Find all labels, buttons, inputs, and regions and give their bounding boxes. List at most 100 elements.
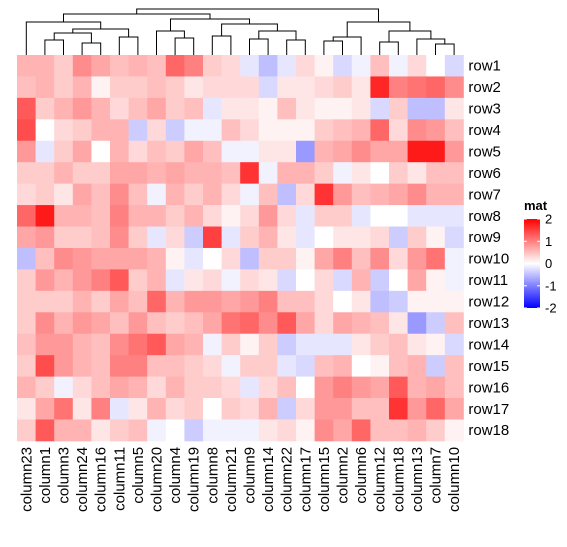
heatmap-cell	[277, 333, 297, 356]
heatmap-cell	[314, 205, 334, 227]
row-label: row15	[468, 358, 509, 375]
column-label: column15	[316, 447, 333, 512]
heatmap-cell	[444, 183, 464, 206]
column-label: column9	[242, 447, 259, 504]
heatmap-cell	[296, 76, 315, 99]
heatmap-cell	[110, 419, 129, 442]
heatmap-cell	[389, 97, 408, 120]
heatmap-cell	[128, 333, 148, 356]
heatmap-cell	[17, 376, 36, 399]
heatmap-cell	[407, 97, 427, 120]
heatmap-cell	[165, 333, 185, 356]
heatmap-cell	[91, 162, 111, 185]
heatmap-cell	[35, 333, 55, 356]
heatmap-cell	[333, 76, 353, 99]
heatmap-cell	[165, 55, 185, 77]
heatmap-cell	[333, 183, 353, 206]
heatmap-cell	[203, 355, 222, 377]
heatmap-cell	[296, 140, 315, 163]
heatmap-cell	[17, 333, 36, 356]
row-label: row9	[468, 229, 501, 246]
heatmap-cell	[426, 269, 446, 292]
heatmap-cell	[184, 312, 204, 335]
heatmap-cell	[17, 398, 36, 420]
heatmap-cell	[221, 333, 241, 356]
heatmap-cell	[221, 183, 241, 206]
heatmap-cell	[426, 162, 446, 185]
heatmap-cell	[370, 376, 390, 399]
heatmap-cell	[296, 355, 315, 377]
heatmap-cell	[426, 290, 446, 313]
heatmap-cell	[147, 119, 167, 142]
heatmap-cell	[444, 312, 464, 335]
heatmap-cell	[165, 398, 185, 420]
dendrogram-branch	[211, 35, 232, 55]
row-label: row7	[468, 186, 501, 203]
heatmap-cell	[277, 183, 297, 206]
heatmap-cell	[221, 290, 241, 313]
heatmap-cell	[35, 119, 55, 142]
heatmap-cell	[184, 226, 204, 249]
heatmap-cell	[128, 419, 148, 442]
heatmap-cell	[296, 247, 315, 270]
heatmap-cell	[17, 97, 36, 120]
heatmap-cell	[128, 376, 148, 399]
column-label: column16	[93, 447, 110, 512]
heatmap-cell	[314, 333, 334, 356]
heatmap-cell	[407, 398, 427, 420]
heatmap-cell	[258, 355, 278, 377]
heatmap-cell	[17, 119, 36, 142]
heatmap-cell	[72, 76, 92, 99]
heatmap-cell	[35, 290, 55, 313]
heatmap-cell	[333, 333, 353, 356]
row-label: row8	[468, 208, 501, 225]
heatmap-cell	[240, 97, 260, 120]
heatmap-cell	[389, 226, 408, 249]
heatmap-cell	[351, 205, 371, 227]
heatmap-cell	[184, 269, 204, 292]
heatmap-cell	[54, 398, 74, 420]
heatmap-cell	[35, 162, 55, 185]
heatmap-cell	[165, 269, 185, 292]
heatmap-cell	[351, 355, 371, 377]
heatmap-cell	[296, 226, 315, 249]
heatmap-cell	[240, 419, 260, 442]
heatmap-cell	[91, 140, 111, 163]
heatmap-cell	[221, 419, 241, 442]
heatmap-cell	[296, 419, 315, 442]
heatmap-cell	[258, 247, 278, 270]
heatmap-cell	[147, 269, 167, 292]
heatmap-cell	[184, 97, 204, 120]
heatmap-cell	[407, 269, 427, 292]
row-label: row14	[468, 336, 509, 353]
heatmap-cell	[444, 162, 464, 185]
heatmap-cell	[54, 419, 74, 442]
heatmap-cell	[296, 183, 315, 206]
dendrogram-branch	[174, 37, 195, 55]
heatmap-cell	[240, 312, 260, 335]
heatmap-cell	[110, 247, 129, 270]
heatmap-cell	[128, 55, 148, 77]
heatmap-cell	[72, 140, 92, 163]
heatmap-cell	[110, 162, 129, 185]
column-label: column4	[167, 447, 184, 504]
heatmap-cell	[35, 419, 55, 442]
heatmap-cell	[444, 205, 464, 227]
heatmap-cell	[110, 183, 129, 206]
heatmap-cell	[370, 398, 390, 420]
column-label: column23	[18, 447, 35, 512]
heatmap-cell	[184, 183, 204, 206]
heatmap-cell	[221, 376, 241, 399]
heatmap-cell	[258, 162, 278, 185]
heatmap-cell	[35, 247, 55, 270]
heatmap-cell	[221, 55, 241, 77]
heatmap-cell	[147, 226, 167, 249]
heatmap-cell	[54, 183, 74, 206]
heatmap-cell	[184, 119, 204, 142]
column-label: column2	[335, 447, 352, 504]
heatmap-cell	[277, 162, 297, 185]
heatmap-cell	[128, 226, 148, 249]
heatmap-cell	[72, 312, 92, 335]
heatmap-cell	[91, 269, 111, 292]
heatmap-cell	[17, 355, 36, 377]
